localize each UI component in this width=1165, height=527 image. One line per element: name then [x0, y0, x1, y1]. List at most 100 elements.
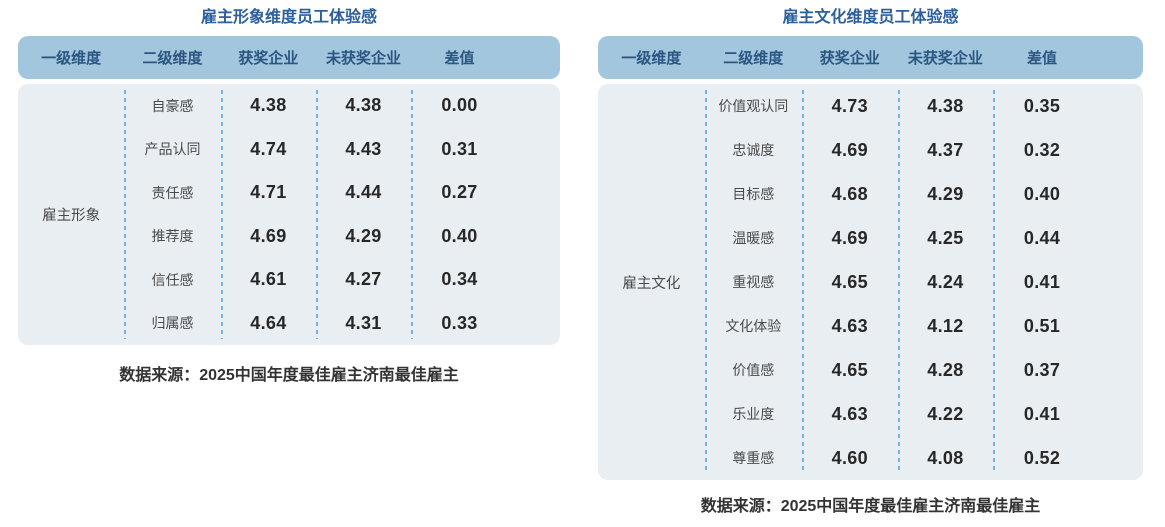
column-divider	[124, 90, 127, 339]
table-body: 雇主形象 自豪感 4.38 4.38 0.00 产品认同 4.74 4.43 0…	[18, 84, 560, 345]
table-row: 信任感 4.61 4.27 0.34	[18, 258, 560, 302]
awarded-value: 4.64	[250, 312, 287, 333]
awarded-value: 4.63	[831, 403, 868, 424]
table-row: 文化体验 4.63 4.12 0.51	[598, 304, 1143, 348]
column-header-secondary-dimension: 二级维度	[723, 50, 784, 67]
awarded-value: 4.74	[250, 138, 287, 159]
column-divider	[993, 90, 996, 474]
diff-value: 0.35	[1023, 95, 1061, 116]
awarded-value: 4.73	[831, 95, 868, 116]
column-header-diff: 差值	[1027, 50, 1058, 67]
non-awarded-value: 4.27	[345, 269, 382, 290]
sub-dimension-label: 归属感	[151, 315, 194, 332]
awarded-value: 4.65	[831, 271, 868, 292]
non-awarded-value: 4.22	[927, 403, 964, 424]
awarded-value: 4.60	[831, 447, 868, 468]
non-awarded-value: 4.37	[927, 139, 964, 160]
primary-dimension-label: 雇主形象	[42, 208, 101, 224]
table-row: 价值感 4.65 4.28 0.37	[598, 348, 1143, 392]
non-awarded-value: 4.29	[345, 225, 382, 246]
table-row: 重视感 4.65 4.24 0.41	[598, 260, 1143, 304]
non-awarded-value: 4.38	[345, 95, 382, 116]
table-rows: 价值观认同 4.73 4.38 0.35 忠诚度 4.69 4.37 0.32 …	[598, 84, 1143, 480]
sub-dimension-label: 信任感	[151, 271, 194, 288]
diff-value: 0.41	[1023, 271, 1061, 292]
data-source-caption: 数据来源：2025中国年度最佳雇主济南最佳雇主	[700, 498, 1041, 515]
column-header-awarded: 获奖企业	[238, 50, 299, 67]
awarded-value: 4.68	[831, 183, 868, 204]
column-header-non-awarded: 未获奖企业	[907, 50, 983, 67]
sub-dimension-label: 乐业度	[732, 406, 775, 422]
table-title: 雇主形象维度员工体验感	[200, 9, 377, 26]
sub-dimension-label: 文化体验	[725, 318, 782, 334]
table-row: 责任感 4.71 4.44 0.27	[18, 171, 560, 215]
diff-value: 0.44	[1023, 227, 1061, 248]
column-divider	[897, 90, 900, 474]
non-awarded-value: 4.24	[927, 271, 964, 292]
sub-dimension-label: 忠诚度	[732, 142, 775, 158]
column-header-primary-dimension: 一级维度	[621, 50, 682, 67]
non-awarded-value: 4.29	[927, 183, 964, 204]
table-title: 雇主文化维度员工体验感	[782, 9, 959, 26]
sub-dimension-label: 目标感	[732, 186, 775, 202]
column-header-secondary-dimension: 二级维度	[142, 50, 203, 67]
column-divider	[220, 90, 223, 339]
column-header-primary-dimension: 一级维度	[41, 50, 102, 67]
table-row: 乐业度 4.63 4.22 0.41	[598, 392, 1143, 436]
column-divider	[704, 90, 707, 474]
sub-dimension-label: 产品认同	[144, 141, 201, 158]
diff-value: 0.37	[1023, 359, 1061, 380]
table-row: 自豪感 4.38 4.38 0.00	[18, 84, 560, 128]
non-awarded-value: 4.44	[345, 182, 382, 203]
table-row: 温暖感 4.69 4.25 0.44	[598, 216, 1143, 260]
diff-value: 0.40	[441, 225, 478, 246]
employer-image-table-panel: 雇主形象维度员工体验感 一级维度 二级维度 获奖企业 未获奖企业 差值 雇主形象…	[18, 0, 560, 385]
data-source-caption: 数据来源：2025中国年度最佳雇主济南最佳雇主	[119, 367, 459, 384]
sub-dimension-label: 尊重感	[732, 450, 775, 466]
primary-dimension-label: 雇主文化	[622, 275, 681, 292]
non-awarded-value: 4.38	[927, 95, 964, 116]
column-header-awarded: 获奖企业	[819, 50, 880, 67]
column-header-diff: 差值	[444, 50, 475, 67]
sub-dimension-label: 推荐度	[151, 228, 194, 245]
awarded-value: 4.69	[831, 139, 868, 160]
column-header-non-awarded: 未获奖企业	[325, 50, 401, 67]
non-awarded-value: 4.25	[927, 227, 964, 248]
non-awarded-value: 4.08	[927, 447, 964, 468]
diff-value: 0.41	[1023, 403, 1061, 424]
table-row: 价值观认同 4.73 4.38 0.35	[598, 84, 1143, 128]
sub-dimension-label: 责任感	[151, 184, 194, 201]
awarded-value: 4.63	[831, 315, 868, 336]
diff-value: 0.31	[441, 138, 478, 159]
table-row: 忠诚度 4.69 4.37 0.32	[598, 128, 1143, 172]
table-header-row: 一级维度 二级维度 获奖企业 未获奖企业 差值	[598, 36, 1143, 79]
sub-dimension-label: 温暖感	[732, 230, 775, 246]
awarded-value: 4.65	[831, 359, 868, 380]
table-row: 产品认同 4.74 4.43 0.31	[18, 128, 560, 172]
diff-value: 0.27	[441, 182, 478, 203]
table-row: 尊重感 4.60 4.08 0.52	[598, 436, 1143, 480]
diff-value: 0.33	[441, 312, 478, 333]
diff-value: 0.34	[441, 269, 478, 290]
column-divider	[801, 90, 804, 474]
column-divider	[410, 90, 413, 339]
sub-dimension-label: 自豪感	[151, 97, 194, 114]
table-body: 雇主文化 价值观认同 4.73 4.38 0.35 忠诚度 4.69 4.37 …	[598, 84, 1143, 480]
table-rows: 自豪感 4.38 4.38 0.00 产品认同 4.74 4.43 0.31 责…	[18, 84, 560, 345]
table-row: 推荐度 4.69 4.29 0.40	[18, 215, 560, 259]
column-divider	[316, 90, 319, 339]
non-awarded-value: 4.28	[927, 359, 964, 380]
table-row: 目标感 4.68 4.29 0.40	[598, 172, 1143, 216]
table-header-row: 一级维度 二级维度 获奖企业 未获奖企业 差值	[18, 36, 560, 79]
awarded-value: 4.71	[250, 182, 287, 203]
awarded-value: 4.69	[831, 227, 868, 248]
sub-dimension-label: 价值观认同	[718, 98, 789, 114]
diff-value: 0.51	[1023, 315, 1061, 336]
sub-dimension-label: 价值感	[732, 362, 775, 378]
diff-value: 0.32	[1023, 139, 1061, 160]
non-awarded-value: 4.12	[927, 315, 964, 336]
sub-dimension-label: 重视感	[732, 274, 775, 290]
diff-value: 0.52	[1023, 447, 1061, 468]
awarded-value: 4.69	[250, 225, 287, 246]
non-awarded-value: 4.31	[345, 312, 382, 333]
